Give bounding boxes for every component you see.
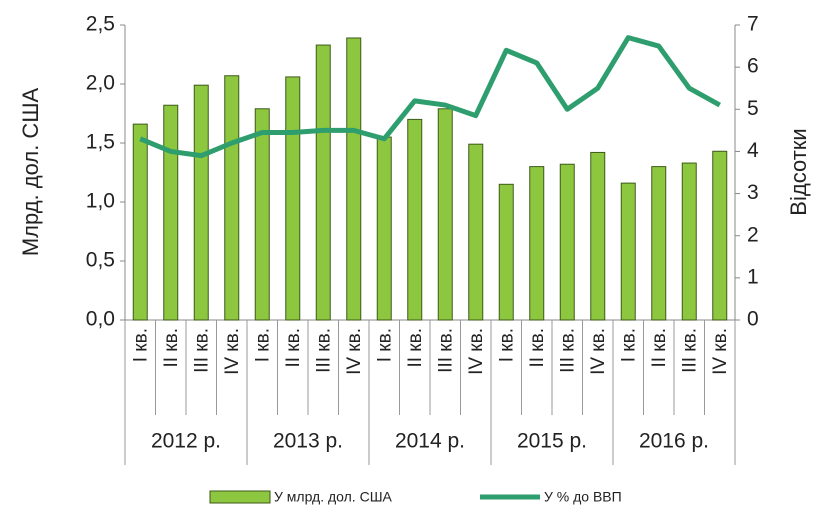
bar (315, 44, 331, 321)
y-tick-label: 1,5 (86, 131, 115, 154)
bar (529, 166, 545, 321)
group-label: 2014 р. (395, 430, 465, 453)
y-tick-label: 2,5 (86, 13, 115, 36)
bar (285, 76, 301, 321)
bar (651, 166, 667, 321)
bar (498, 183, 514, 321)
x-tick-label: II кв. (649, 328, 670, 368)
y2-tick-label: 6 (747, 55, 759, 78)
y2-tick-label: 5 (747, 97, 759, 120)
bar (590, 151, 606, 321)
x-tick-label: I кв. (374, 328, 395, 362)
bar (559, 163, 575, 321)
x-tick-label: II кв. (527, 328, 548, 368)
x-tick-label: II кв. (161, 328, 182, 368)
group-label: 2013 р. (273, 430, 343, 453)
x-tick-label: I кв. (130, 328, 151, 362)
y2-tick-label: 7 (747, 13, 759, 36)
x-tick-label: I кв. (618, 328, 639, 362)
x-tick-label: I кв. (252, 328, 273, 362)
x-tick-label: IV кв. (222, 328, 243, 375)
group-label: 2016 р. (639, 430, 709, 453)
bar (407, 118, 423, 321)
x-tick-label: III кв. (435, 328, 456, 373)
group-label: 2012 р. (151, 430, 221, 453)
x-tick-label: III кв. (557, 328, 578, 373)
bar (163, 104, 179, 321)
x-tick-label: IV кв. (710, 328, 731, 375)
y2-tick-label: 2 (747, 223, 759, 246)
y-tick-label: 1,0 (86, 190, 115, 213)
y2-tick-label: 1 (747, 265, 759, 288)
x-tick-label: IV кв. (588, 328, 609, 375)
bar (681, 162, 697, 321)
bar (376, 136, 392, 321)
bar (224, 75, 240, 321)
y2-tick-label: 4 (747, 139, 759, 162)
legend-swatch (209, 490, 271, 504)
bar (620, 182, 636, 321)
x-tick-label: IV кв. (344, 328, 365, 375)
line (139, 35, 721, 159)
y2-tick-label: 3 (747, 181, 759, 204)
legend-label: У млрд. дол. США (274, 489, 393, 505)
x-tick-label: III кв. (191, 328, 212, 373)
bar (712, 150, 728, 321)
x-tick-label: IV кв. (466, 328, 487, 375)
x-tick-label: II кв. (283, 328, 304, 368)
x-tick-label: I кв. (496, 328, 517, 362)
bar (346, 37, 362, 321)
x-tick-label: III кв. (679, 328, 700, 373)
bar (254, 108, 270, 321)
y2-tick-label: 0 (747, 308, 759, 331)
bar (193, 84, 209, 321)
group-label: 2015 р. (517, 430, 587, 453)
y2-axis-title: Відсотки (786, 128, 811, 215)
bar (468, 143, 484, 321)
x-tick-label: II кв. (405, 328, 426, 368)
bar (437, 108, 453, 321)
y-axis-title: Млрд. дол. США (18, 88, 43, 257)
y-tick-label: 0,0 (86, 308, 115, 331)
y-tick-label: 2,0 (86, 72, 115, 95)
legend-label: У % до ВВП (544, 489, 622, 505)
bar (132, 123, 148, 321)
x-tick-label: III кв. (313, 328, 334, 373)
y-tick-label: 0,5 (86, 249, 115, 272)
